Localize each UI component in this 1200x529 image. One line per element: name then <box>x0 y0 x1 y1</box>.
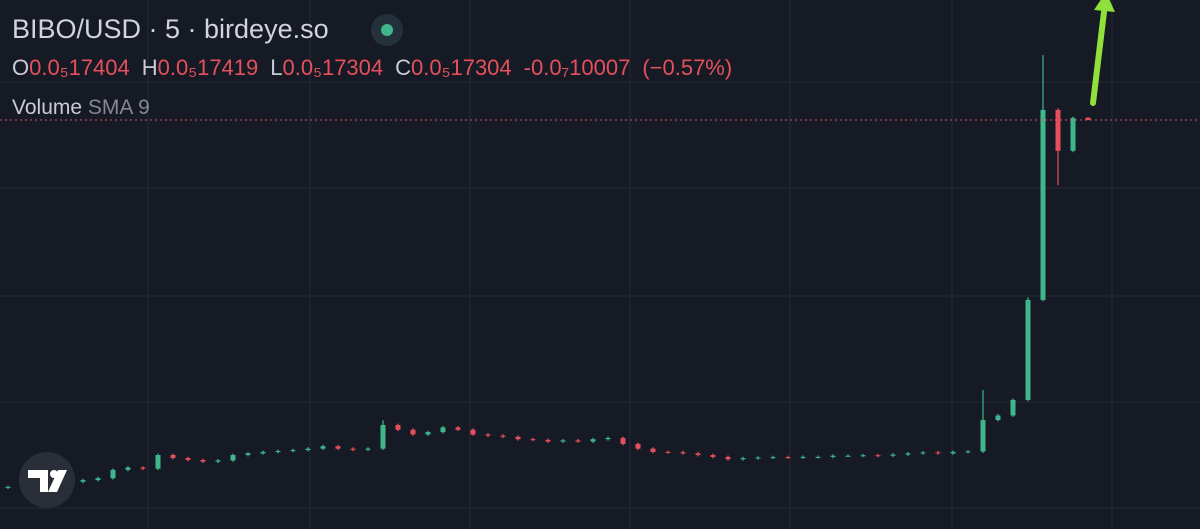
candle-body <box>575 440 581 442</box>
candle-body <box>650 448 656 452</box>
candle-body <box>170 455 176 459</box>
ohlc-value: 0.0₅17304 <box>282 55 384 80</box>
candle-body <box>995 415 1001 421</box>
ohlc-key: H <box>141 55 158 80</box>
candle-body <box>440 427 446 433</box>
candle-body <box>1055 109 1061 151</box>
tv-logo[interactable] <box>19 452 75 508</box>
candle-body <box>770 457 776 459</box>
candle-body <box>140 467 146 469</box>
candle-body <box>785 457 791 459</box>
logo-v[interactable] <box>48 470 67 492</box>
candle-body <box>755 457 761 459</box>
candle-body <box>515 436 521 440</box>
candle-body <box>800 456 806 458</box>
candle-body <box>590 439 596 442</box>
candle-body <box>965 451 971 453</box>
candle-body <box>80 480 86 482</box>
candle-body <box>635 443 641 449</box>
chart-title: BIBO/USD · 5 · birdeye.so <box>12 14 329 44</box>
candle-body <box>470 429 476 435</box>
change-percent: (−0.57%) <box>642 55 733 80</box>
candle-body <box>200 459 206 462</box>
candle-body <box>1040 109 1046 300</box>
candle-body <box>500 435 506 437</box>
candle-body <box>695 453 701 456</box>
candle-body <box>245 453 251 456</box>
candle-body <box>1025 299 1031 400</box>
candle-body <box>305 448 311 451</box>
candle-body <box>290 450 296 452</box>
candle-body <box>425 432 431 435</box>
candle-body <box>260 451 266 454</box>
ohlc-key: O <box>12 55 30 80</box>
candle-body <box>95 478 101 481</box>
candle-body <box>395 424 401 430</box>
arrow-head <box>1094 0 1115 12</box>
candle-body <box>275 450 281 452</box>
candle-body <box>110 469 116 479</box>
candle-body <box>725 456 731 460</box>
candle-body <box>560 440 566 442</box>
candle-body <box>1070 117 1076 151</box>
candle-body <box>620 437 626 444</box>
indicator-name: Volume <box>12 96 83 119</box>
candle-body <box>5 486 11 488</box>
ohlc-key: C <box>395 55 412 80</box>
candle-body <box>875 455 881 457</box>
candle-body <box>155 455 161 469</box>
candle-body <box>1010 399 1016 416</box>
candle-body <box>665 451 671 453</box>
logo-t[interactable] <box>28 470 48 492</box>
status-indicator <box>371 14 403 46</box>
candle-body <box>710 455 716 457</box>
candle-body <box>905 453 911 455</box>
ohlc-legend: O0.0₅17404 H0.0₅17419 L0.0₅17304 C0.0₅17304… <box>12 55 744 81</box>
ohlc-key: L <box>270 55 283 80</box>
candle-body <box>950 451 956 454</box>
candle-body <box>605 437 611 440</box>
candle-body <box>890 454 896 456</box>
candle-body <box>365 448 371 450</box>
candle-body <box>530 439 536 441</box>
candle-body <box>860 455 866 457</box>
candle-body <box>215 460 221 462</box>
candle-body <box>230 455 236 461</box>
indicator-legend: Volume SMA 9 <box>12 96 150 120</box>
candle-body <box>740 458 746 460</box>
arrow-shaft <box>1090 9 1107 106</box>
candle-body <box>125 467 131 470</box>
ohlc-value: 0.0₅17419 <box>157 55 259 80</box>
candle-body <box>545 439 551 442</box>
ohlc-value: 0.0₅17404 <box>29 55 130 80</box>
candle-body <box>335 446 341 449</box>
candle-body <box>830 455 836 457</box>
candle-body <box>485 434 491 436</box>
candle-body <box>920 452 926 454</box>
candle-body <box>680 452 686 454</box>
candle-body <box>185 458 191 460</box>
candle-body <box>380 424 386 449</box>
status-dot <box>381 24 393 36</box>
candle-body <box>320 446 326 449</box>
candle-body <box>455 427 461 430</box>
candle-body <box>845 455 851 457</box>
candle-body <box>1085 117 1091 120</box>
indicator-params: SMA 9 <box>87 96 150 119</box>
candle-body <box>935 452 941 454</box>
candle-body <box>350 448 356 450</box>
candle-body <box>410 429 416 435</box>
candles <box>0 55 1200 490</box>
annotation-arrow <box>1090 0 1115 106</box>
ohlc-value: 0.0₅17304 <box>411 55 512 80</box>
candle-body <box>815 456 821 458</box>
change: -0.0₇10007 <box>523 55 631 80</box>
candle-body <box>980 420 986 452</box>
